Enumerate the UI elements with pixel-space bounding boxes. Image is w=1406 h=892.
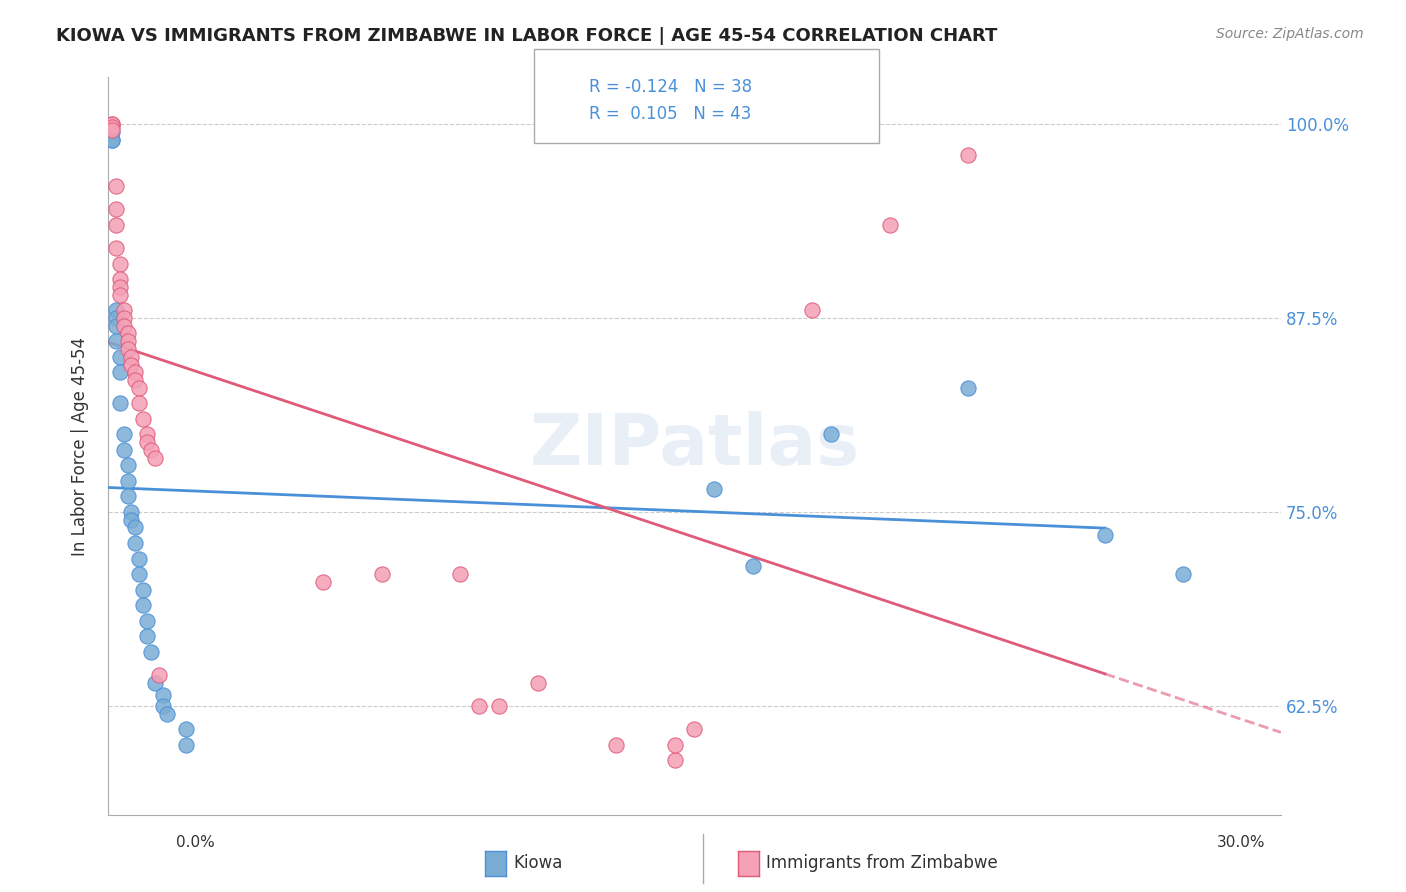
Point <box>108 350 131 364</box>
Point <box>605 738 627 752</box>
Point <box>124 365 146 379</box>
Point <box>174 722 197 736</box>
Point <box>104 334 127 349</box>
Text: ZIPatlas: ZIPatlas <box>530 411 859 481</box>
Point <box>117 490 139 504</box>
Point <box>128 567 150 582</box>
Point <box>136 629 159 643</box>
Point <box>108 365 131 379</box>
Point <box>957 148 980 162</box>
Point <box>800 303 823 318</box>
Point <box>449 567 471 582</box>
Point <box>112 442 135 457</box>
Point <box>136 614 159 628</box>
Point <box>879 218 901 232</box>
Point <box>152 698 174 713</box>
Point <box>156 706 179 721</box>
Point <box>136 435 159 450</box>
Point <box>143 675 166 690</box>
Point <box>117 474 139 488</box>
Point <box>664 738 686 752</box>
Point <box>104 218 127 232</box>
Point <box>120 505 142 519</box>
Point <box>312 574 335 589</box>
Point <box>124 373 146 387</box>
Point <box>108 396 131 410</box>
Point <box>143 450 166 465</box>
Point <box>104 179 127 194</box>
Point <box>108 257 131 271</box>
Point <box>152 688 174 702</box>
Point <box>468 698 491 713</box>
Point <box>132 598 155 612</box>
Point <box>101 117 124 131</box>
Point <box>1094 528 1116 542</box>
Point <box>108 280 131 294</box>
Point <box>101 123 124 137</box>
Point <box>124 536 146 550</box>
Text: R =  0.105   N = 43: R = 0.105 N = 43 <box>589 105 751 123</box>
Text: Kiowa: Kiowa <box>513 855 562 872</box>
Point <box>148 668 170 682</box>
Point <box>112 318 135 333</box>
Point <box>117 326 139 341</box>
Point <box>104 202 127 217</box>
Point <box>112 310 135 325</box>
Point <box>101 120 124 134</box>
Point <box>128 551 150 566</box>
Point <box>112 427 135 442</box>
Text: R = -0.124   N = 38: R = -0.124 N = 38 <box>589 78 752 96</box>
Point <box>120 513 142 527</box>
Point <box>124 520 146 534</box>
Point <box>139 645 162 659</box>
Point <box>101 132 124 146</box>
Text: 30.0%: 30.0% <box>1218 836 1265 850</box>
Point <box>527 675 550 690</box>
Point <box>104 318 127 333</box>
Point <box>742 559 765 574</box>
Point <box>957 381 980 395</box>
Point <box>101 117 124 131</box>
Point <box>703 482 725 496</box>
Text: 0.0%: 0.0% <box>176 836 215 850</box>
Point <box>112 303 135 318</box>
Point <box>104 303 127 318</box>
Point <box>683 722 706 736</box>
Point <box>117 334 139 349</box>
Point <box>1173 567 1195 582</box>
Point <box>820 427 842 442</box>
Point <box>664 753 686 767</box>
Point <box>128 396 150 410</box>
Point <box>101 125 124 139</box>
Point <box>120 358 142 372</box>
Point <box>488 698 510 713</box>
Text: KIOWA VS IMMIGRANTS FROM ZIMBABWE IN LABOR FORCE | AGE 45-54 CORRELATION CHART: KIOWA VS IMMIGRANTS FROM ZIMBABWE IN LAB… <box>56 27 998 45</box>
Point <box>174 738 197 752</box>
Point <box>128 381 150 395</box>
Point <box>136 427 159 442</box>
Point <box>132 582 155 597</box>
Point <box>117 458 139 473</box>
Point <box>132 412 155 426</box>
Point <box>117 342 139 356</box>
Point <box>108 272 131 286</box>
Text: Source: ZipAtlas.com: Source: ZipAtlas.com <box>1216 27 1364 41</box>
Point <box>104 310 127 325</box>
Point <box>120 350 142 364</box>
Point <box>104 241 127 255</box>
Point <box>370 567 392 582</box>
Text: Immigrants from Zimbabwe: Immigrants from Zimbabwe <box>766 855 998 872</box>
Point <box>108 287 131 301</box>
Point <box>139 442 162 457</box>
Point <box>101 132 124 146</box>
Y-axis label: In Labor Force | Age 45-54: In Labor Force | Age 45-54 <box>72 336 89 556</box>
